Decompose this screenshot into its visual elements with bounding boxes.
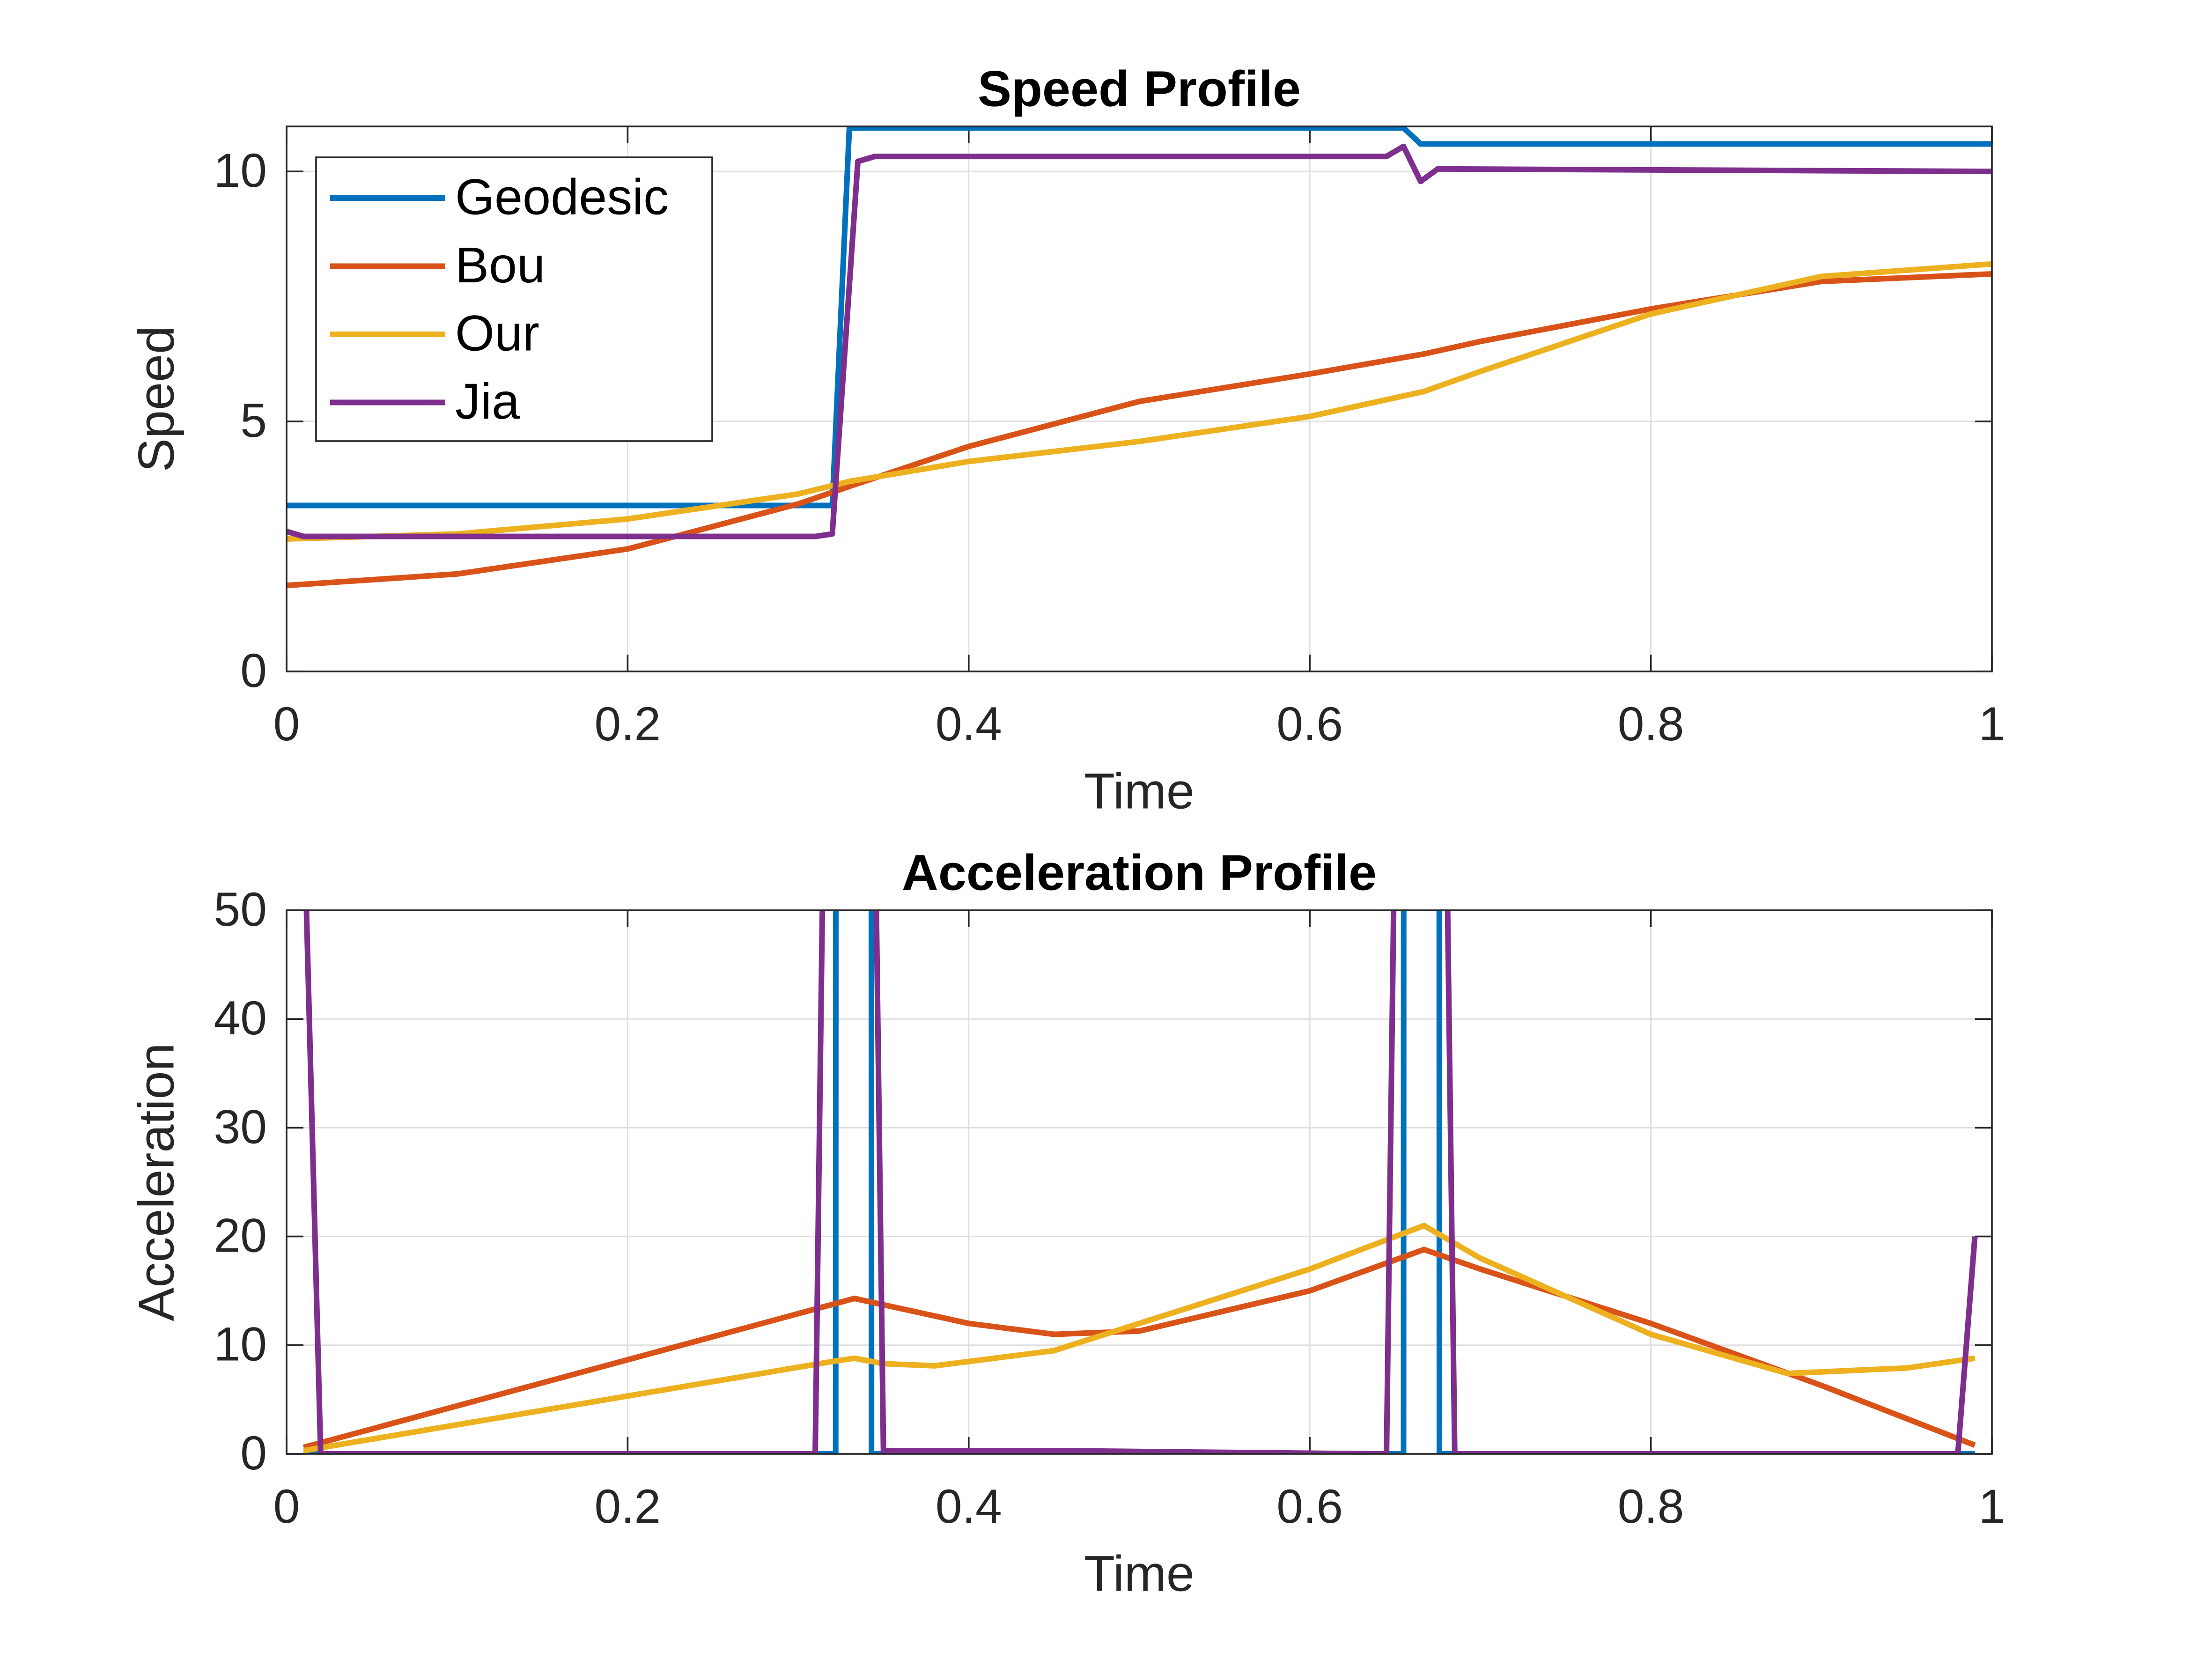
- x-tick-label: 0.2: [595, 1480, 661, 1533]
- y-tick-label: 0: [240, 644, 267, 697]
- x-tick-label: 0.8: [1618, 697, 1684, 751]
- chart-title: Speed Profile: [978, 60, 1301, 117]
- axes-box: [286, 909, 1993, 1455]
- plot-area: [286, 910, 1992, 1454]
- legend-label: Geodesic: [455, 169, 669, 225]
- series-line: [302, 1246, 1976, 1450]
- series-line: [286, 126, 1992, 509]
- x-tick-label: 0.8: [1618, 1480, 1684, 1533]
- legend-label: Jia: [455, 373, 520, 429]
- x-axis-label: Time: [1084, 1545, 1194, 1602]
- x-tick-label: 0.6: [1276, 697, 1343, 751]
- y-tick-label: 5: [240, 394, 267, 447]
- series-group: [302, 910, 1978, 1454]
- y-tick-label: 50: [214, 883, 267, 936]
- y-tick-label: 10: [214, 144, 267, 197]
- y-tick-label: 40: [214, 991, 267, 1045]
- y-tick-label: 0: [240, 1426, 267, 1480]
- x-tick-label: 0.6: [1276, 1480, 1343, 1533]
- x-tick-label: 0.4: [936, 1480, 1002, 1533]
- legend-label: Our: [455, 305, 539, 361]
- series-group: [286, 126, 1992, 589]
- axes-box: [286, 125, 1993, 672]
- y-tick-label: 10: [214, 1318, 267, 1371]
- y-tick-label: 30: [214, 1100, 267, 1153]
- series-line: [286, 143, 1992, 539]
- x-tick-label: 0: [273, 1480, 300, 1533]
- series-line: [303, 910, 1978, 1454]
- y-tick-label: 20: [214, 1209, 267, 1262]
- legend-box: [315, 156, 713, 442]
- x-tick-label: 0: [273, 697, 300, 751]
- y-axis-label: Acceleration: [128, 1043, 184, 1321]
- x-tick-label: 1: [1979, 1480, 2006, 1533]
- series-line: [286, 261, 1992, 542]
- x-tick-label: 0.4: [936, 697, 1002, 751]
- legend-label: Bou: [455, 236, 545, 293]
- y-axis-label: Speed: [128, 326, 184, 472]
- series-line: [303, 1223, 1976, 1453]
- x-tick-label: 0.2: [595, 697, 661, 751]
- series-line: [286, 271, 1992, 589]
- x-tick-label: 1: [1979, 697, 2006, 751]
- x-axis-label: Time: [1084, 763, 1194, 819]
- chart-title: Acceleration Profile: [902, 844, 1377, 901]
